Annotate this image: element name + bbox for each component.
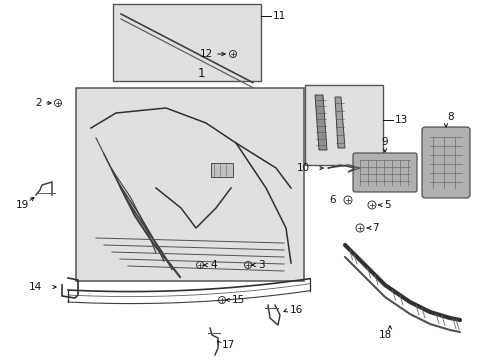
- Text: 11: 11: [273, 11, 286, 21]
- Text: 17: 17: [222, 340, 235, 350]
- FancyBboxPatch shape: [353, 153, 417, 192]
- Text: 8: 8: [448, 112, 454, 122]
- Text: 15: 15: [232, 295, 245, 305]
- Bar: [113, 4, 261, 81]
- Text: 1: 1: [197, 67, 205, 80]
- Text: 19: 19: [15, 200, 28, 210]
- Text: 7: 7: [372, 223, 379, 233]
- Text: 9: 9: [382, 137, 388, 147]
- Polygon shape: [328, 165, 360, 172]
- Text: 14: 14: [29, 282, 42, 292]
- Text: 18: 18: [378, 330, 392, 340]
- Text: 2: 2: [35, 98, 42, 108]
- Text: 12: 12: [200, 49, 213, 59]
- Text: 3: 3: [258, 260, 265, 270]
- Polygon shape: [315, 95, 327, 150]
- Text: 4: 4: [210, 260, 217, 270]
- FancyBboxPatch shape: [422, 127, 470, 198]
- Bar: [76, 88, 304, 281]
- Text: 13: 13: [395, 115, 408, 125]
- Text: 5: 5: [384, 200, 391, 210]
- Bar: [211, 163, 233, 177]
- Bar: [305, 85, 383, 165]
- Text: 16: 16: [290, 305, 303, 315]
- Text: 6: 6: [329, 195, 336, 205]
- Polygon shape: [335, 97, 345, 148]
- Text: 10: 10: [297, 163, 310, 173]
